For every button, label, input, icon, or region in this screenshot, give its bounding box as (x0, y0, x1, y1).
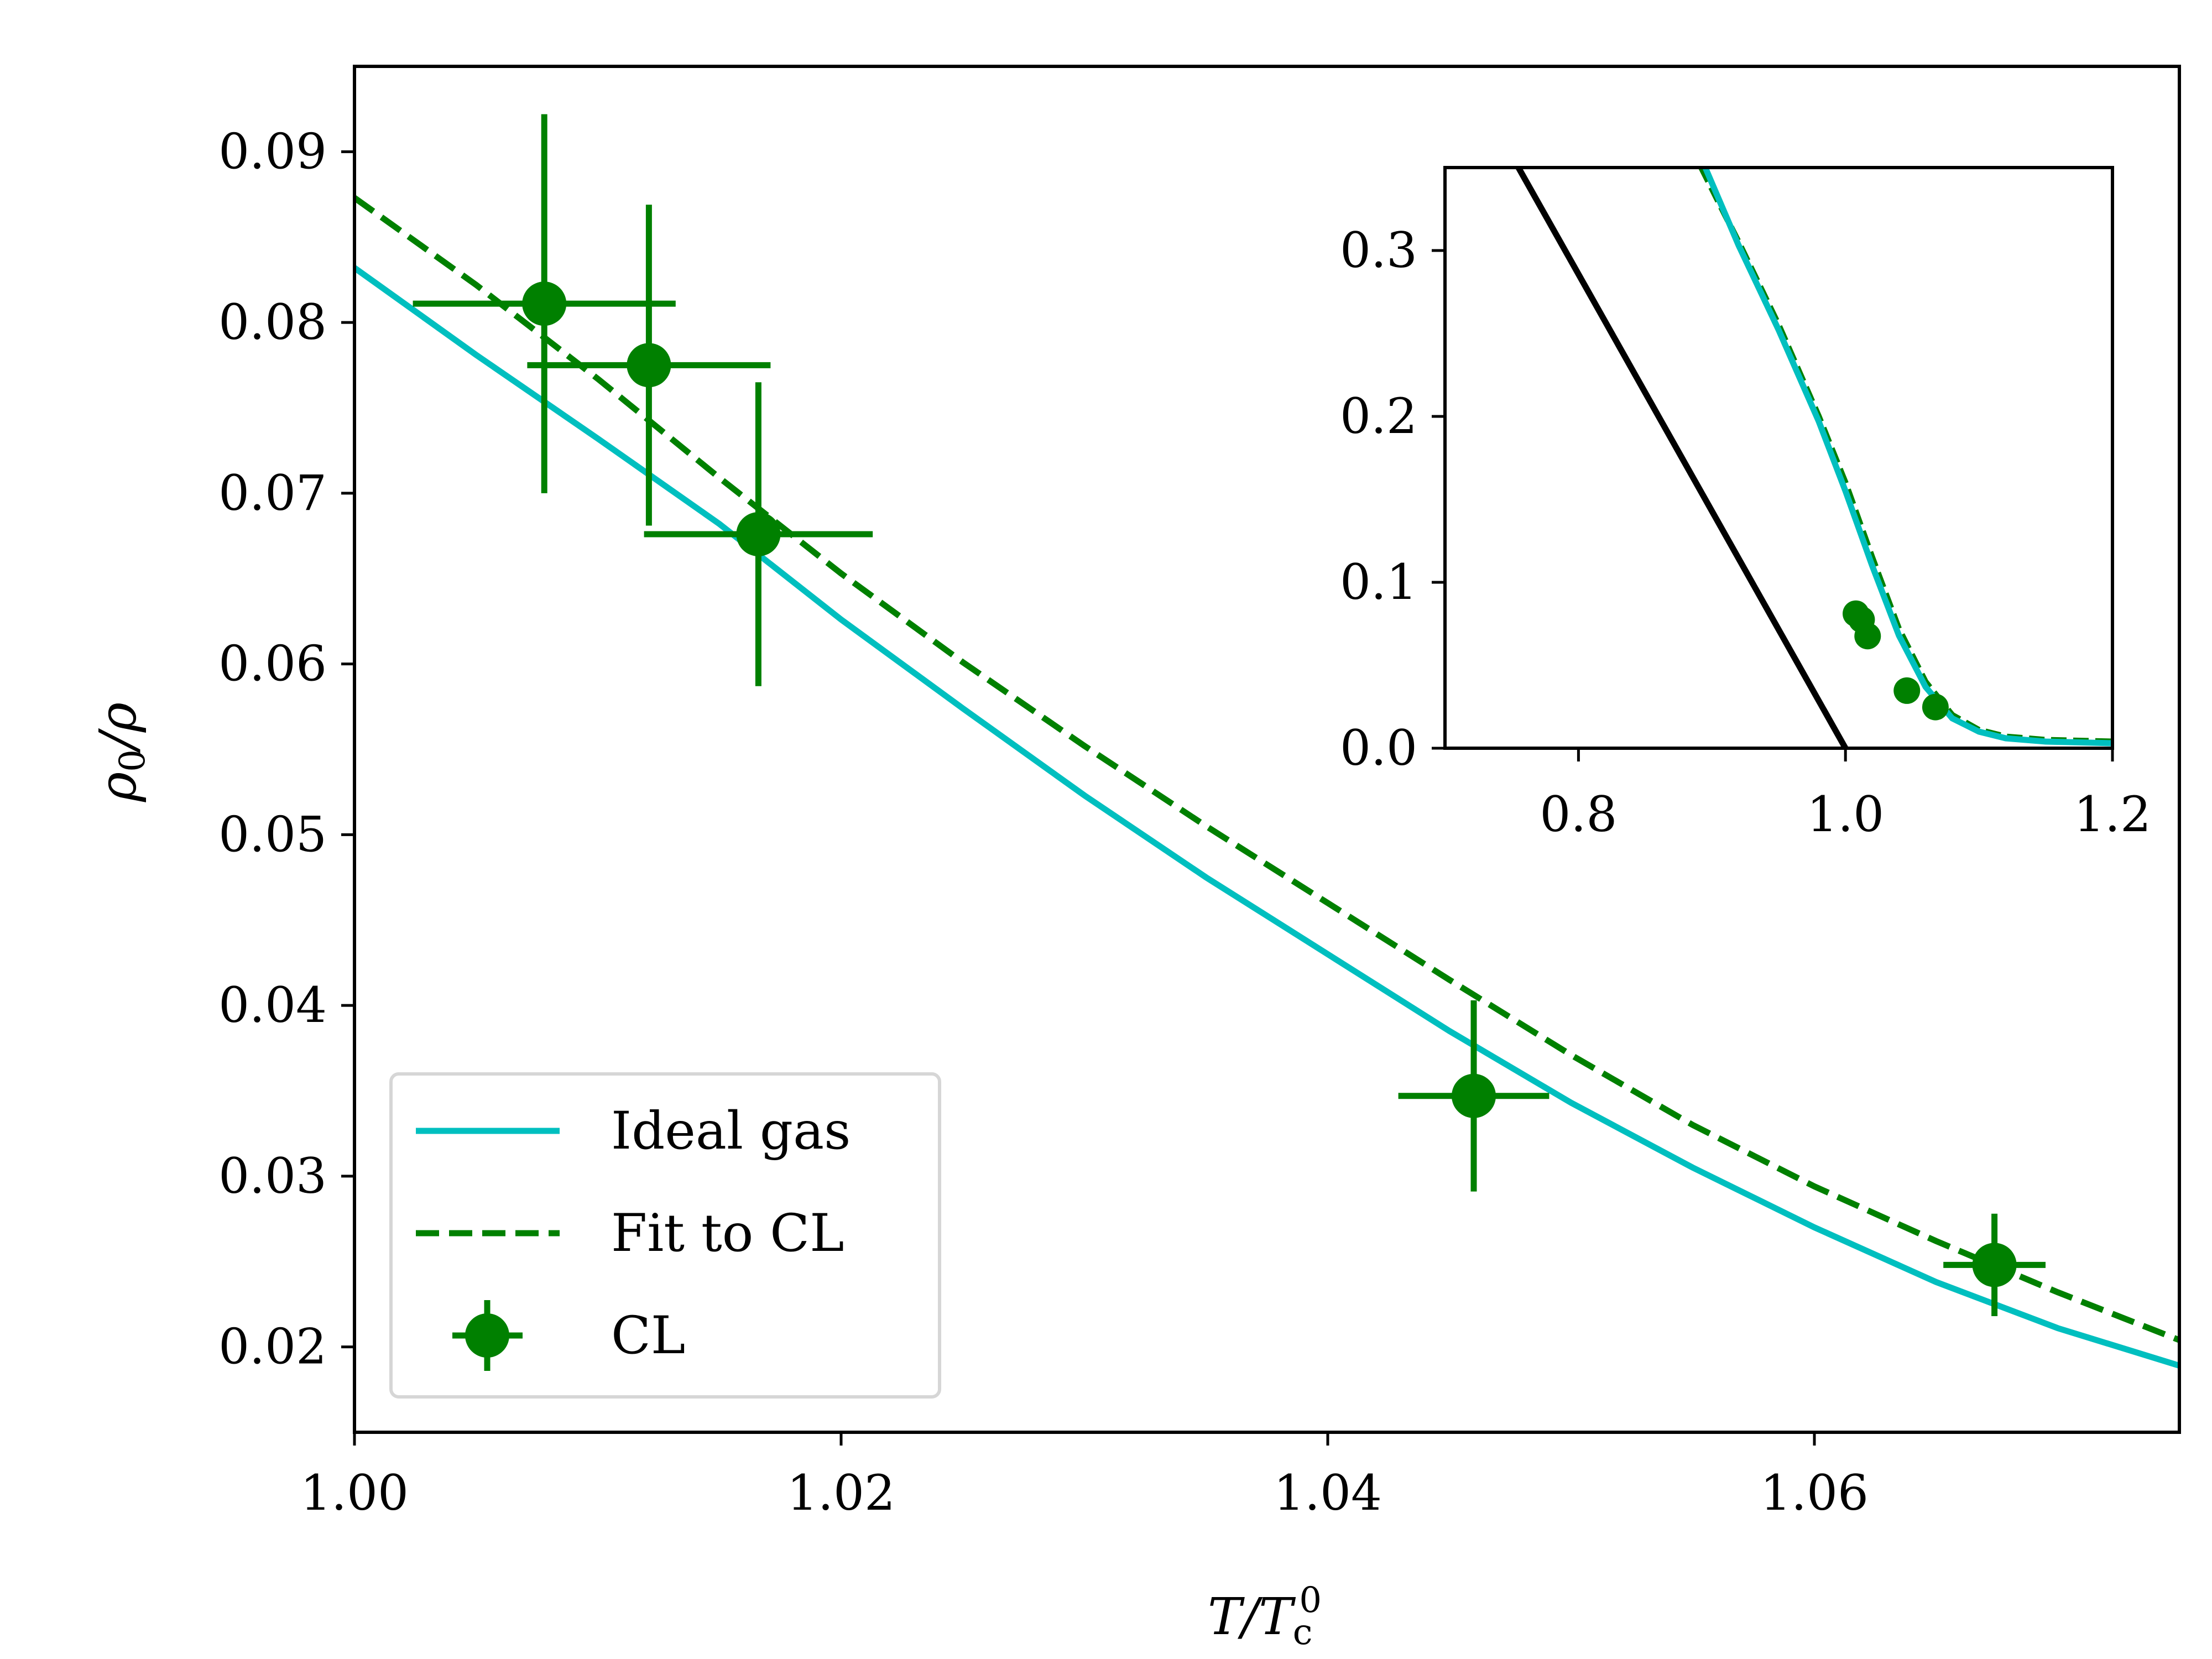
y-axis-label-rest: /ρ (88, 702, 148, 754)
x-tick-label: 1.00 (300, 1464, 409, 1521)
cl-point-2 (527, 205, 771, 526)
y-tick-label: 0.08 (218, 294, 327, 351)
y-axis-label-num: ρ (88, 772, 148, 802)
inset-cl-marker (1893, 677, 1921, 704)
legend: Ideal gas Fit to CL CL (389, 1072, 941, 1399)
y-tick-label: 0.07 (218, 465, 327, 521)
y-tick-label: 0.04 (218, 977, 327, 1034)
inset-x-ticks: 0.8 1.0 1.2 (1540, 748, 2151, 843)
x-tick-label: 1.04 (1274, 1464, 1382, 1521)
cl-marker (522, 281, 567, 326)
inset-cl-marker (1922, 693, 1949, 721)
inset-y-tick-label: 0.1 (1340, 554, 1417, 611)
main-axes-frame (353, 65, 2181, 1434)
legend-item-fit-to-cl: Fit to CL (416, 1203, 844, 1264)
y-axis-label-num-sub: 0 (112, 749, 153, 772)
y-tick-label: 0.02 (218, 1318, 327, 1375)
legend-box (389, 1072, 941, 1399)
cl-point-5 (1943, 1213, 2046, 1317)
x-axis-label-sup: 0 (1299, 1580, 1322, 1621)
inset-cl-marker (1854, 623, 1881, 650)
y-tick-label: 0.09 (218, 123, 327, 180)
cl-marker (1972, 1243, 2017, 1287)
inset-x-tick-label: 1.2 (2074, 786, 2151, 843)
main-axes: 1.00 1.02 1.04 1.06 0.020.030.040.050.060.0… (88, 65, 2181, 1653)
x-tick-label: 1.02 (787, 1464, 895, 1521)
series-line-ideal-gas (354, 265, 2179, 1369)
series-line-fit-to-cl (354, 195, 2179, 1343)
legend-items: Ideal gas Fit to CL CL (416, 1101, 851, 1371)
x-axis-label: T/Tc0 (1208, 1580, 1322, 1653)
cl-marker (627, 343, 671, 388)
legend-item-ideal-gas: Ideal gas (416, 1101, 851, 1161)
y-axis-label: ρ0/ρ (88, 702, 153, 802)
y-tick-label: 0.03 (218, 1147, 327, 1204)
inset-points (1843, 600, 1949, 721)
main-plot-lines (354, 195, 2179, 1369)
y-tick-label: 0.05 (218, 806, 327, 863)
main-y-ticks: 0.02 0.03 0.04 0.05 0.06 0.07 0.08 0.09 (218, 123, 354, 1375)
inset-y-tick-label: 0.0 (1340, 719, 1417, 776)
inset-axes: 0.8 1.0 1.2 0.0 0.1 0.2 0.3 (1340, 166, 2151, 843)
legend-label: Ideal gas (611, 1101, 851, 1161)
inset-x-tick-label: 0.8 (1540, 786, 1617, 843)
legend-label: CL (611, 1306, 685, 1366)
cl-point-3 (644, 382, 873, 686)
legend-item-cl: CL (452, 1300, 685, 1371)
cl-point-1 (413, 114, 676, 493)
x-tick-label: 1.06 (1760, 1464, 1869, 1521)
inset-axes-frame (1443, 166, 2114, 750)
main-x-ticks: 1.00 1.02 1.04 1.06 (300, 1432, 1869, 1521)
inset-line-ideal-gas (1702, 168, 2112, 747)
cl-marker (736, 512, 781, 556)
inset-y-tick-label: 0.2 (1340, 388, 1417, 445)
legend-label: Fit to CL (611, 1203, 844, 1264)
cl-marker (1452, 1073, 1496, 1118)
cl-point-4 (1398, 1000, 1550, 1192)
inset-line-condensate-fraction-black- (1516, 168, 1848, 748)
x-axis-label-sub: c (1293, 1612, 1313, 1653)
x-axis-label-main: T/T (1208, 1587, 1296, 1646)
legend-cl-marker (465, 1313, 509, 1358)
inset-plot-lines (1516, 168, 2112, 748)
inset-x-tick-label: 1.0 (1807, 786, 1884, 843)
main-errorbar-points (413, 114, 2046, 1317)
y-tick-label: 0.06 (218, 635, 327, 692)
inset-y-ticks: 0.0 0.1 0.2 0.3 (1340, 222, 1445, 776)
inset-y-tick-label: 0.3 (1340, 222, 1417, 279)
inset-background (1445, 168, 2112, 748)
